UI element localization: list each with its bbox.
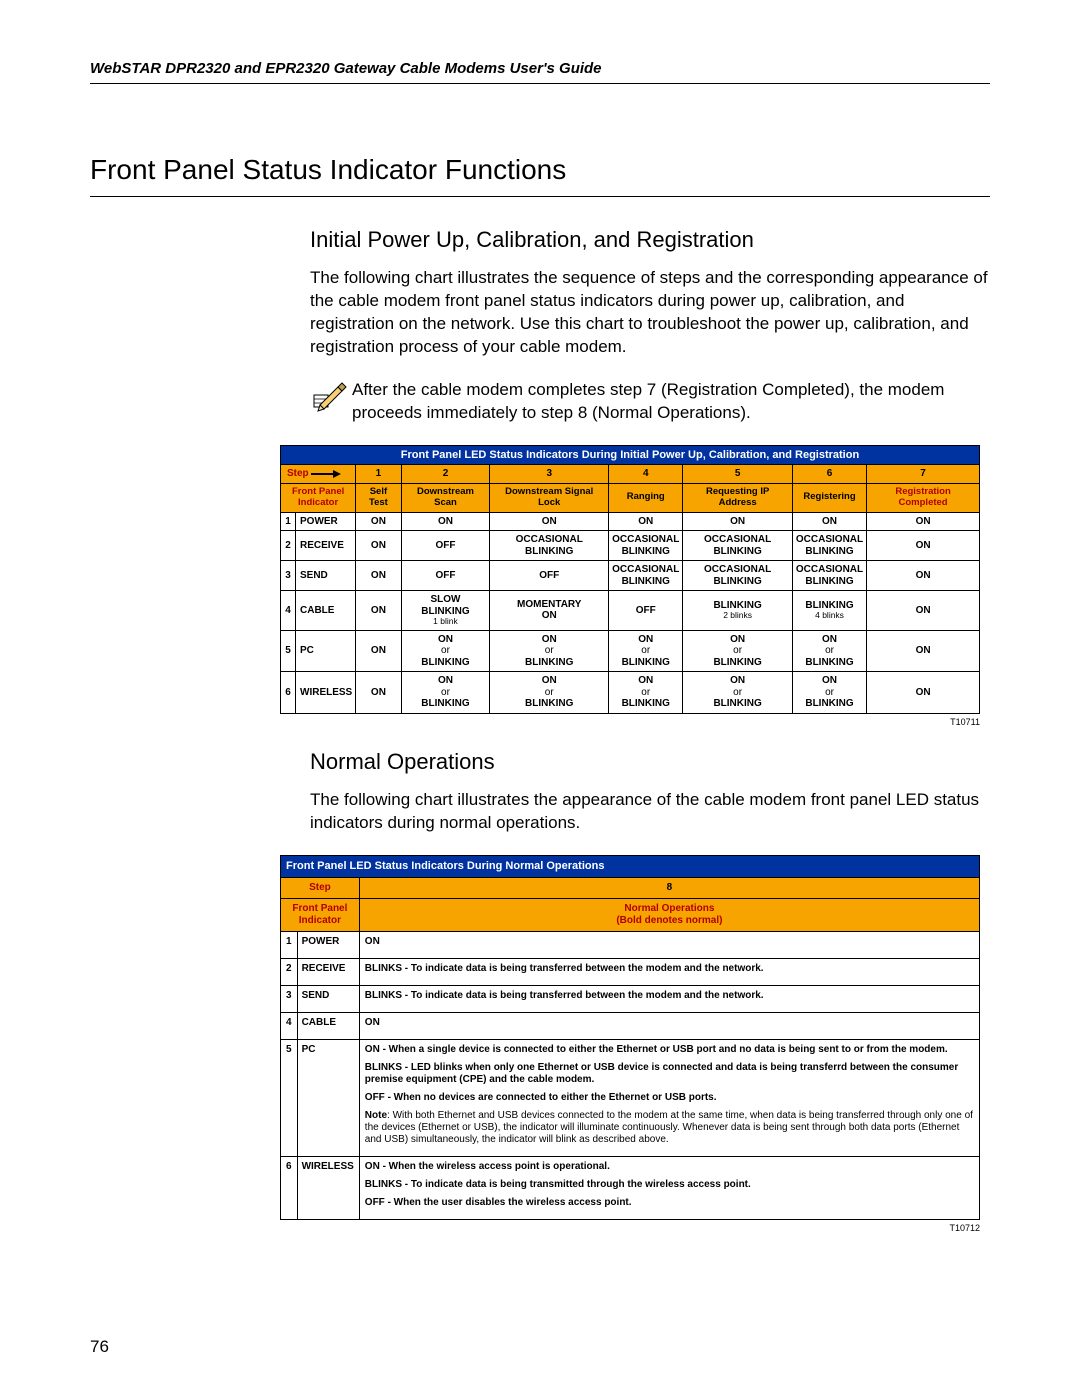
table-1-title: Front Panel LED Status Indicators During… (281, 445, 980, 465)
table-row: 6WIRELESSONONorBLINKINGONorBLINKINGONorB… (281, 672, 980, 714)
subsection-1-title: Initial Power Up, Calibration, and Regis… (310, 227, 990, 253)
table-2: Front Panel LED Status Indicators During… (280, 855, 980, 1220)
table-row: 5PCONONorBLINKINGONorBLINKINGONorBLINKIN… (281, 630, 980, 672)
table-row: 6WIRELESSON - When the wireless access p… (281, 1156, 980, 1219)
section-rule (90, 196, 990, 197)
table-2-title: Front Panel LED Status Indicators During… (281, 855, 980, 877)
table-1-header-row: Front Panel Indicator Self Test Downstre… (281, 483, 980, 512)
subsection-2-title: Normal Operations (310, 749, 990, 775)
arrow-icon (311, 469, 341, 479)
table-row: 1POWERON (281, 931, 980, 958)
header-running-title: WebSTAR DPR2320 and EPR2320 Gateway Cabl… (90, 60, 990, 77)
table-2-ref: T10712 (280, 1223, 980, 1233)
pencil-note-icon (310, 379, 348, 413)
table-row: 3SENDONOFFOFFOCCASIONALBLINKINGOCCASIONA… (281, 561, 980, 591)
table-2-step-row: Step 8 (281, 877, 980, 898)
table-row: 4CABLEONSLOWBLINKING1 blinkMOMENTARYONOF… (281, 591, 980, 631)
note-block: After the cable modem completes step 7 (… (310, 379, 990, 425)
table-1-ref: T10711 (280, 717, 980, 727)
section-title: Front Panel Status Indicator Functions (90, 154, 990, 186)
table-2-header-row: Front Panel Indicator Normal Operations … (281, 898, 980, 931)
subsection-2-paragraph: The following chart illustrates the appe… (310, 789, 990, 835)
table-row: 2RECEIVEBLINKS - To indicate data is bei… (281, 958, 980, 985)
table-row: 5PCON - When a single device is connecte… (281, 1039, 980, 1156)
table-row: 1POWERONONONONONONON (281, 512, 980, 531)
table-1-step-row: Step 1 2 3 4 5 6 7 (281, 465, 980, 484)
page-number: 76 (90, 1337, 109, 1357)
table-row: 2RECEIVEONOFFOCCASIONALBLINKINGOCCASIONA… (281, 531, 980, 561)
table-1: Front Panel LED Status Indicators During… (280, 445, 980, 714)
note-text: After the cable modem completes step 7 (… (352, 380, 944, 422)
table-row: 4CABLEON (281, 1012, 980, 1039)
table-row: 3SENDBLINKS - To indicate data is being … (281, 985, 980, 1012)
header-rule (90, 83, 990, 84)
table-1-step-label: Step (287, 468, 309, 479)
subsection-1-paragraph: The following chart illustrates the sequ… (310, 267, 990, 359)
